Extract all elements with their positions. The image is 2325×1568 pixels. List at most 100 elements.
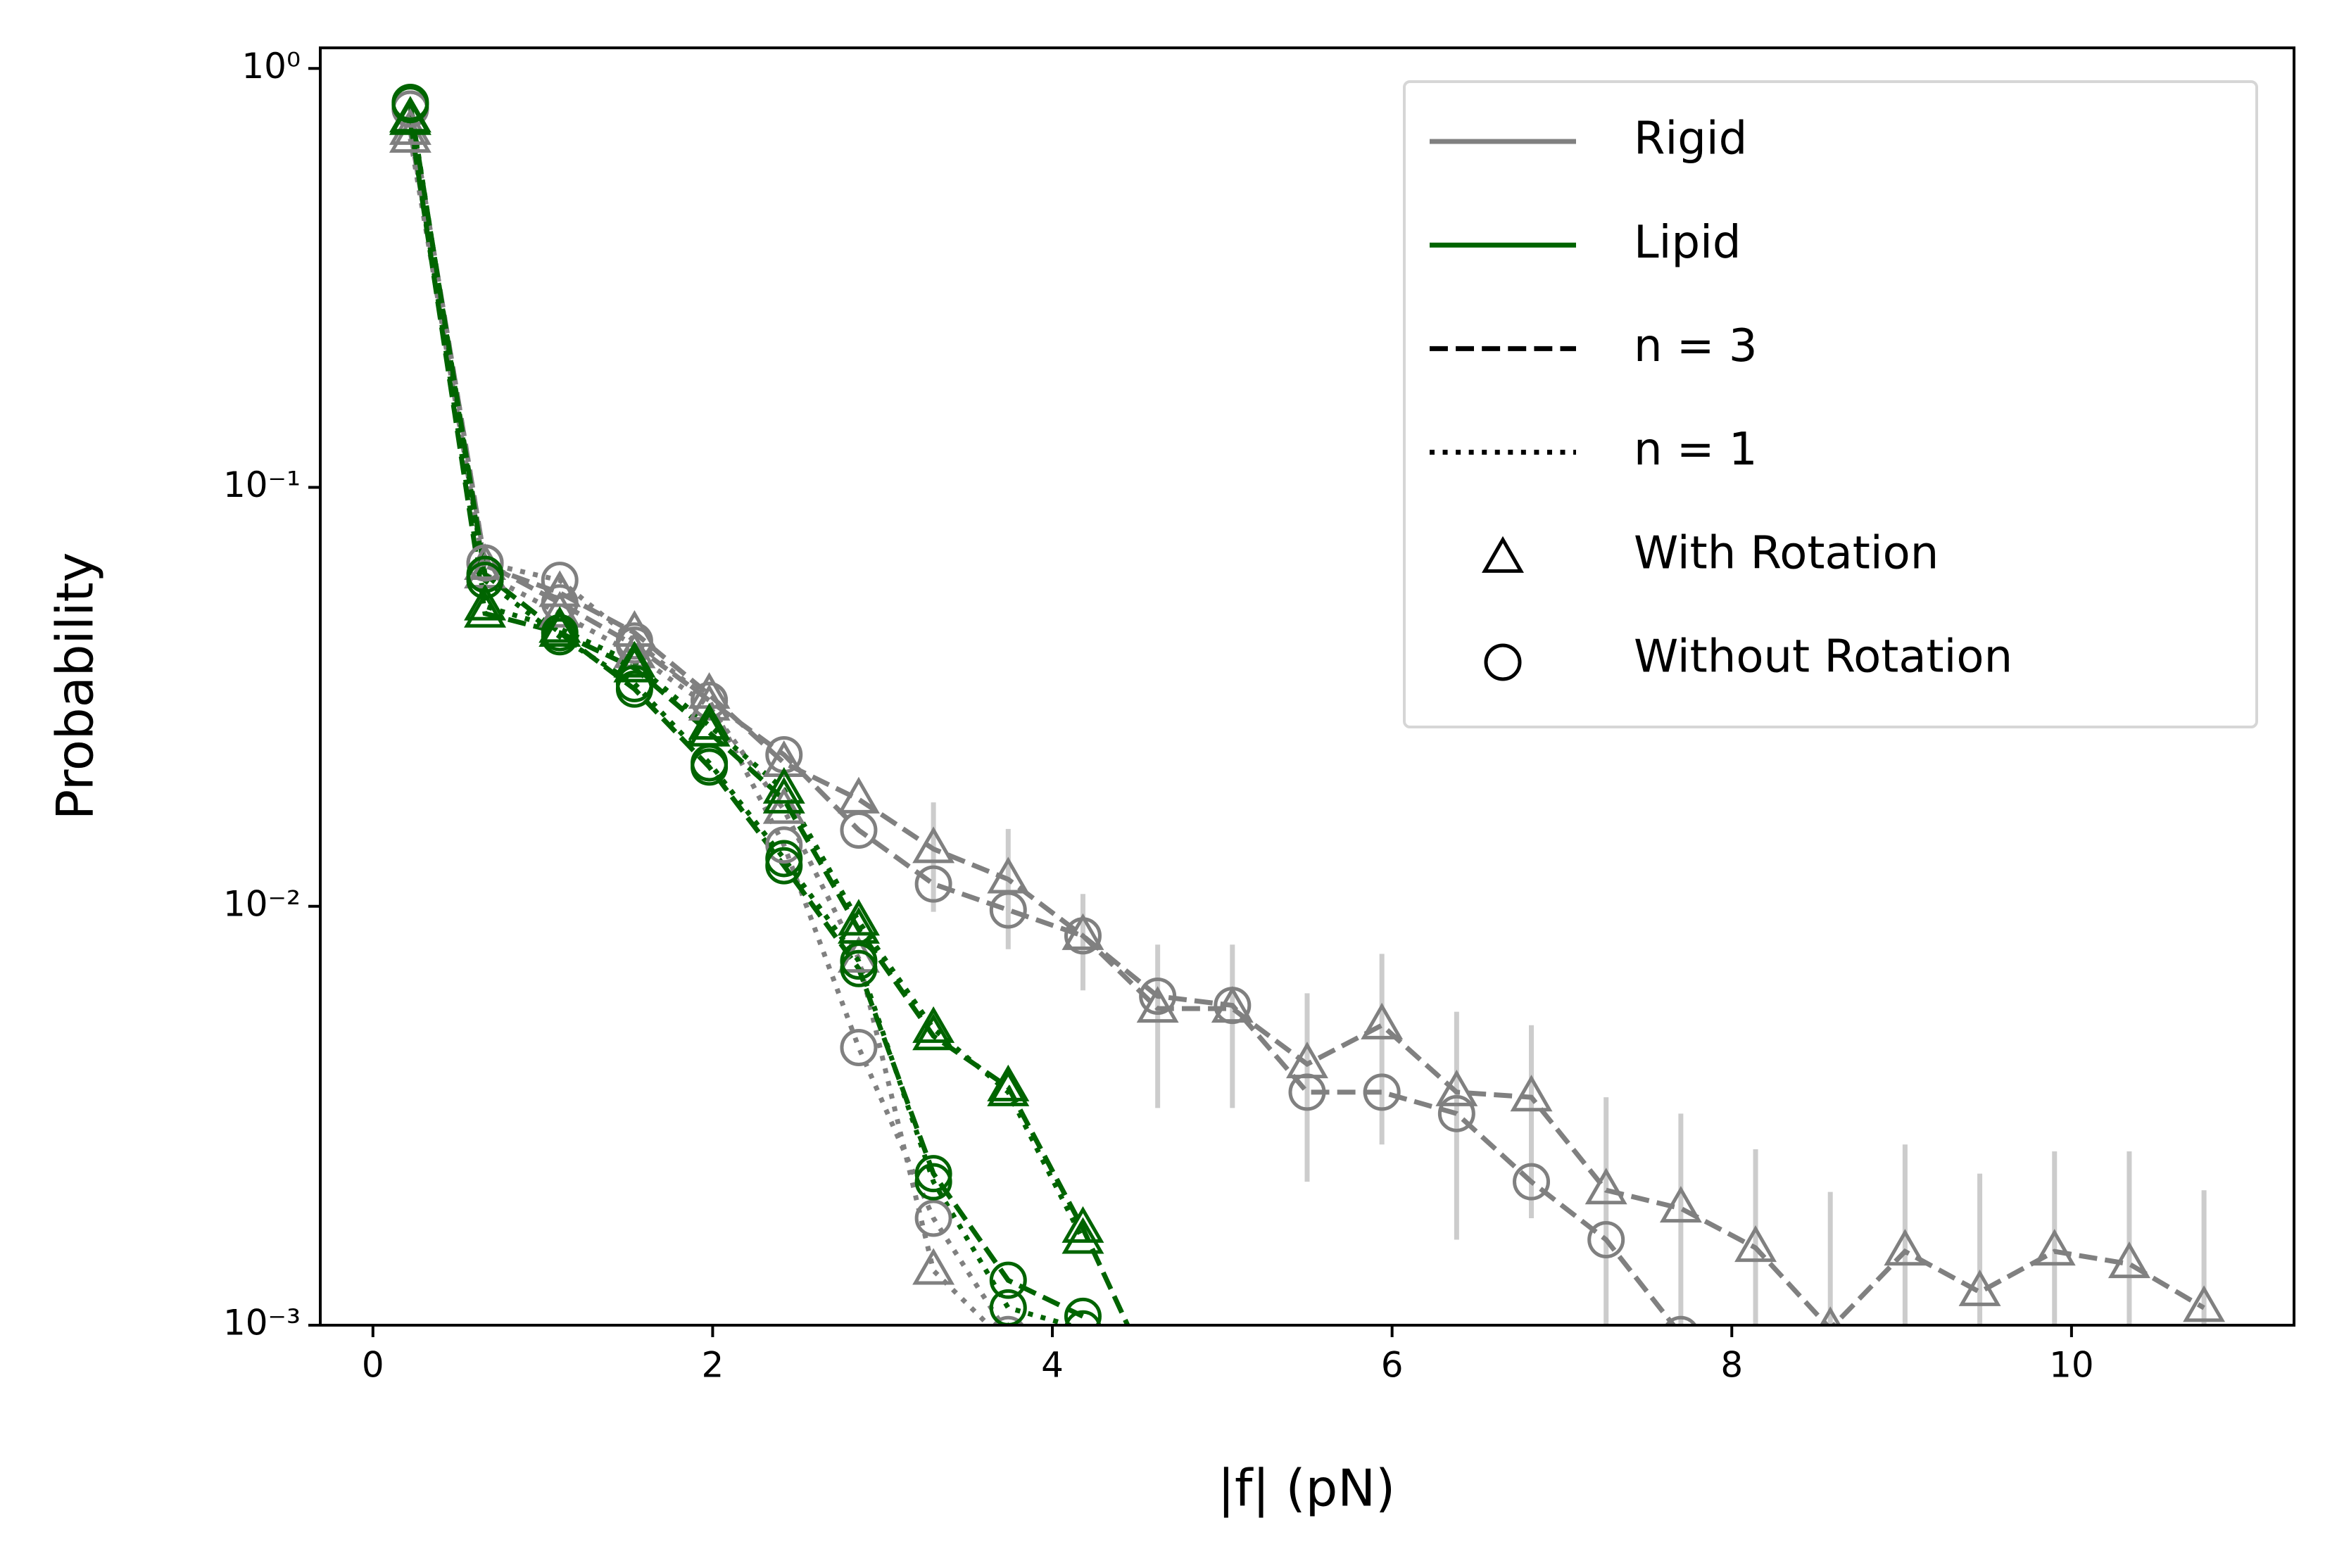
legend-box [1403, 80, 2258, 728]
marker-triangle [987, 1069, 1030, 1106]
marker-circle [1064, 1297, 1102, 1325]
axes-frame [319, 46, 2295, 1327]
marker-triangle [2183, 1285, 2226, 1322]
marker-circle [765, 840, 803, 878]
series-line [408, 130, 2205, 1325]
marker-triangle [1482, 536, 1524, 573]
marker-triangle [613, 640, 656, 678]
marker-circle [615, 664, 653, 702]
marker-circle [840, 942, 878, 980]
y-tick-label: 10⁰ [241, 46, 301, 87]
marker-circle [914, 1163, 952, 1201]
marker-triangle [1061, 913, 1104, 950]
marker-triangle [1884, 1229, 1927, 1266]
marker-triangle [987, 1064, 1030, 1101]
marker-circle [466, 544, 504, 582]
x-tick-label: 8 [1720, 1345, 1743, 1386]
marker-triangle [1435, 1069, 1478, 1106]
marker-triangle [762, 776, 805, 814]
marker-triangle [1361, 1002, 1404, 1039]
marker-triangle [2107, 1241, 2150, 1279]
marker-circle [541, 618, 579, 656]
marker-circle [466, 562, 504, 600]
marker-triangle [2033, 1229, 2076, 1266]
marker-triangle [837, 899, 880, 936]
y-axis-label: Probability [46, 552, 105, 821]
marker-triangle [688, 702, 731, 740]
marker-triangle [538, 606, 581, 643]
marker-circle [1484, 643, 1522, 681]
marker-circle [1139, 978, 1177, 1016]
y-tick-label: 10⁻¹ [223, 464, 301, 505]
marker-circle [989, 891, 1027, 929]
marker-triangle [762, 766, 805, 804]
marker-triangle [1659, 1186, 1702, 1223]
marker-triangle [912, 826, 955, 864]
marker-circle [541, 562, 579, 600]
marker-circle [1288, 1073, 1326, 1111]
x-tick-label: 0 [362, 1345, 384, 1386]
marker-circle [1587, 1221, 1625, 1259]
marker-triangle [1734, 1225, 1777, 1263]
marker-triangle [464, 590, 507, 628]
x-axis-label: |f| (pN) [1218, 1459, 1396, 1519]
marker-circle [989, 1261, 1027, 1299]
legend-label: Lipid [1634, 217, 1741, 269]
legend-label: n = 3 [1634, 320, 1758, 372]
marker-triangle [389, 108, 431, 145]
marker-triangle [613, 645, 656, 683]
y-tick-label: 10⁻² [223, 883, 301, 924]
x-tick-label: 6 [1381, 1345, 1404, 1386]
marker-circle [914, 865, 952, 903]
marker-triangle [1061, 1206, 1104, 1243]
marker-circle [615, 622, 653, 660]
series-line [408, 108, 1005, 1325]
marker-circle [1363, 1073, 1401, 1111]
marker-triangle [1584, 1168, 1627, 1205]
marker-circle [1214, 987, 1252, 1025]
x-tick-label: 2 [702, 1345, 724, 1386]
marker-circle [914, 1155, 952, 1193]
y-tick-label: 10⁻³ [223, 1303, 301, 1343]
x-tick-label: 4 [1041, 1345, 1064, 1386]
marker-triangle [1061, 1217, 1104, 1254]
marker-triangle [1510, 1075, 1553, 1112]
marker-circle [1064, 917, 1102, 955]
marker-circle [914, 1199, 952, 1237]
marker-triangle [538, 590, 581, 628]
marker-circle [992, 1315, 1025, 1325]
marker-circle [691, 744, 729, 782]
marker-triangle [912, 1248, 955, 1285]
legend-label: With Rotation [1634, 527, 1939, 579]
legend-label: Without Rotation [1634, 631, 2012, 683]
legend-label: Rigid [1634, 113, 1747, 165]
legend-label: n = 1 [1634, 424, 1758, 476]
marker-circle [765, 826, 803, 864]
marker-triangle [464, 583, 507, 621]
marker-circle [1664, 1315, 1697, 1325]
marker-triangle [389, 115, 431, 153]
plot-area [389, 83, 2226, 1325]
marker-triangle [464, 543, 507, 580]
marker-triangle [1136, 986, 1179, 1023]
marker-triangle [837, 906, 880, 944]
marker-circle [840, 811, 878, 849]
marker-circle [691, 681, 729, 719]
x-tick-label: 10 [2049, 1345, 2094, 1386]
series-line [408, 118, 1085, 1241]
marker-circle [391, 83, 429, 121]
marker-triangle [762, 787, 805, 824]
marker-triangle [538, 609, 581, 647]
marker-circle [1437, 1094, 1475, 1132]
series-line [408, 120, 1130, 1325]
series-line [408, 104, 1084, 1319]
legend: Rigid Lipid n = 3 n = 1 With Rotation Without… [1403, 80, 2258, 728]
marker-circle [1064, 1310, 1102, 1325]
marker-triangle [762, 740, 805, 777]
marker-triangle [912, 1006, 955, 1043]
marker-triangle [912, 1013, 955, 1051]
marker-circle [840, 1029, 878, 1067]
series-line [408, 138, 993, 1325]
marker-triangle [1958, 1269, 2001, 1306]
